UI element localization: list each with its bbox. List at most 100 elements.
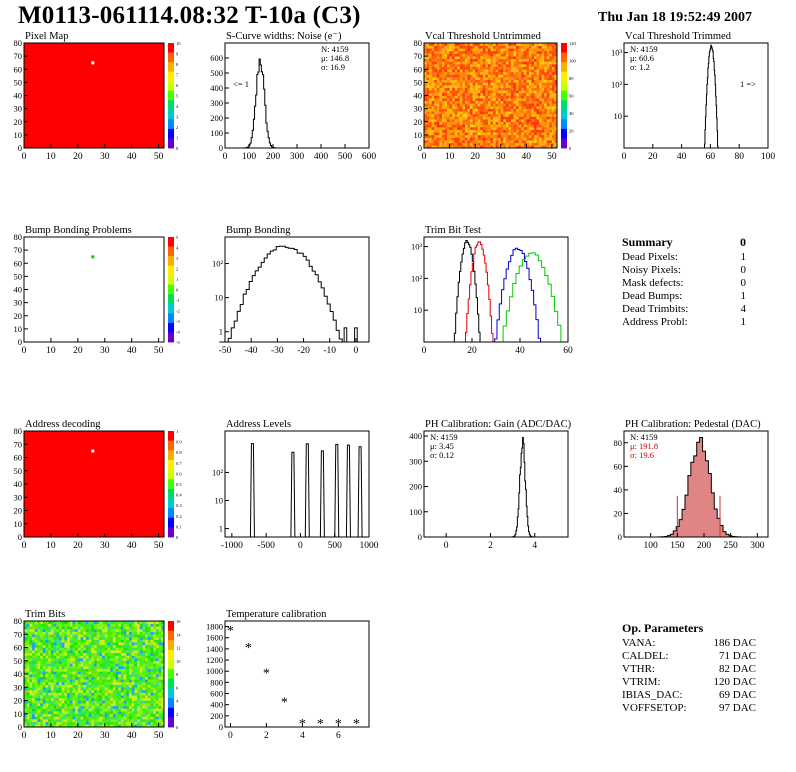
heatmap-cell xyxy=(42,631,46,635)
heatmap-cell xyxy=(69,700,73,704)
heatmap-cell xyxy=(104,655,108,659)
colorbar-tick-label: 1 xyxy=(176,136,178,141)
heatmap-cell xyxy=(454,108,458,112)
heatmap-cell xyxy=(85,642,89,646)
heatmap-cell xyxy=(495,124,499,128)
heatmap-cell xyxy=(464,116,468,120)
heatmap-cell xyxy=(490,64,494,67)
heatmap-cell xyxy=(454,90,458,94)
heatmap-cell xyxy=(161,631,165,635)
heatmap-cell xyxy=(452,132,455,136)
heatmap-cell xyxy=(434,145,438,149)
heatmap-cell xyxy=(80,666,84,669)
heatmap-cell xyxy=(518,95,522,99)
x-tick-label: 30 xyxy=(100,152,110,162)
heatmap-cell xyxy=(137,681,141,685)
heatmap-cell xyxy=(85,674,89,677)
heatmap-cell xyxy=(528,100,532,104)
heatmap-cell xyxy=(158,628,162,632)
heatmap-cell xyxy=(480,85,484,88)
heatmap-cell xyxy=(53,674,57,677)
heatmap-cell xyxy=(26,719,30,722)
heatmap-cell xyxy=(470,121,473,125)
scatter-point: * xyxy=(281,695,288,710)
heatmap-cell xyxy=(436,106,440,109)
heatmap-cell xyxy=(516,85,519,88)
heatmap-cell xyxy=(118,650,122,654)
heatmap-cell xyxy=(541,69,545,73)
heatmap-cell xyxy=(426,113,430,117)
heatmap-cell xyxy=(147,697,151,701)
heatmap-cell xyxy=(72,705,76,709)
heatmap-cell xyxy=(470,100,473,104)
heatmap-cell xyxy=(102,636,106,640)
heatmap-cell xyxy=(64,631,68,635)
heatmap-cell xyxy=(45,681,49,685)
heatmap-cell xyxy=(61,692,65,696)
heatmap-cell xyxy=(526,127,530,130)
heatmap-cell xyxy=(477,92,481,96)
heatmap-cell xyxy=(498,82,502,86)
heatmap-cell xyxy=(45,692,49,696)
heatmap-cell xyxy=(551,140,555,144)
heatmap-cell xyxy=(424,64,427,67)
heatmap-cell xyxy=(134,689,138,693)
heatmap-cell xyxy=(457,66,461,70)
heatmap-cell xyxy=(523,71,527,75)
heatmap-cell xyxy=(123,708,127,712)
heatmap-cells xyxy=(424,43,558,149)
heatmap-cell xyxy=(145,681,149,685)
heatmap-cell xyxy=(533,103,537,107)
heatmap-cell xyxy=(452,145,455,149)
heatmap-cell xyxy=(107,716,111,720)
heatmap-cell xyxy=(94,658,97,662)
heatmap-cell xyxy=(523,113,527,117)
heatmap-cell xyxy=(126,636,130,640)
heatmap-cell xyxy=(500,85,504,88)
heatmap-cell xyxy=(424,116,427,120)
heatmap-cell xyxy=(551,69,555,73)
heatmap-cell xyxy=(521,92,525,96)
heatmap-cell xyxy=(112,644,116,648)
heatmap-cell xyxy=(104,671,108,675)
heatmap-cell xyxy=(96,636,100,640)
heatmap-cell xyxy=(153,679,157,683)
heatmap-cell xyxy=(431,77,435,81)
heatmap-cell xyxy=(67,628,71,632)
heatmap-cell xyxy=(134,658,138,662)
heatmap-cell xyxy=(131,663,135,667)
heatmap-cell xyxy=(439,137,443,141)
heatmap-cell xyxy=(29,639,33,643)
heatmap-cell xyxy=(110,671,114,675)
heatmap-cell xyxy=(482,56,486,60)
heatmap-cell xyxy=(472,87,476,91)
heatmap-cell xyxy=(551,48,555,52)
stats-line: N: 4159 xyxy=(630,44,658,54)
stats-line: μ: 60.6 xyxy=(630,53,654,63)
heatmap-cell xyxy=(161,639,165,643)
heatmap-cell xyxy=(83,666,87,669)
heatmap-cell xyxy=(434,77,438,81)
heatmap-cell xyxy=(24,644,27,648)
heatmap-cell xyxy=(480,132,484,136)
heatmap-cell xyxy=(549,127,553,130)
heatmap-cell xyxy=(131,623,135,627)
heatmap-cell xyxy=(472,74,476,78)
x-tick-label: 50 xyxy=(154,152,164,162)
heatmap-cell xyxy=(80,708,84,712)
heatmap-cell xyxy=(490,45,494,49)
heatmap-cell xyxy=(508,82,512,86)
heatmap-cell xyxy=(80,660,84,664)
heatmap-cell xyxy=(115,674,119,677)
heatmap-cell xyxy=(112,647,116,651)
heatmap-cell xyxy=(104,631,108,635)
heatmap-cell xyxy=(53,623,57,627)
heatmap-cell xyxy=(94,639,97,643)
heatmap-cell xyxy=(549,45,553,49)
heatmap-cell xyxy=(134,681,138,685)
heatmap-cell xyxy=(153,692,157,696)
heatmap-cell xyxy=(551,79,555,83)
heatmap-cell xyxy=(134,713,138,717)
heatmap-cell xyxy=(424,103,427,107)
heatmap-cell xyxy=(444,66,448,70)
